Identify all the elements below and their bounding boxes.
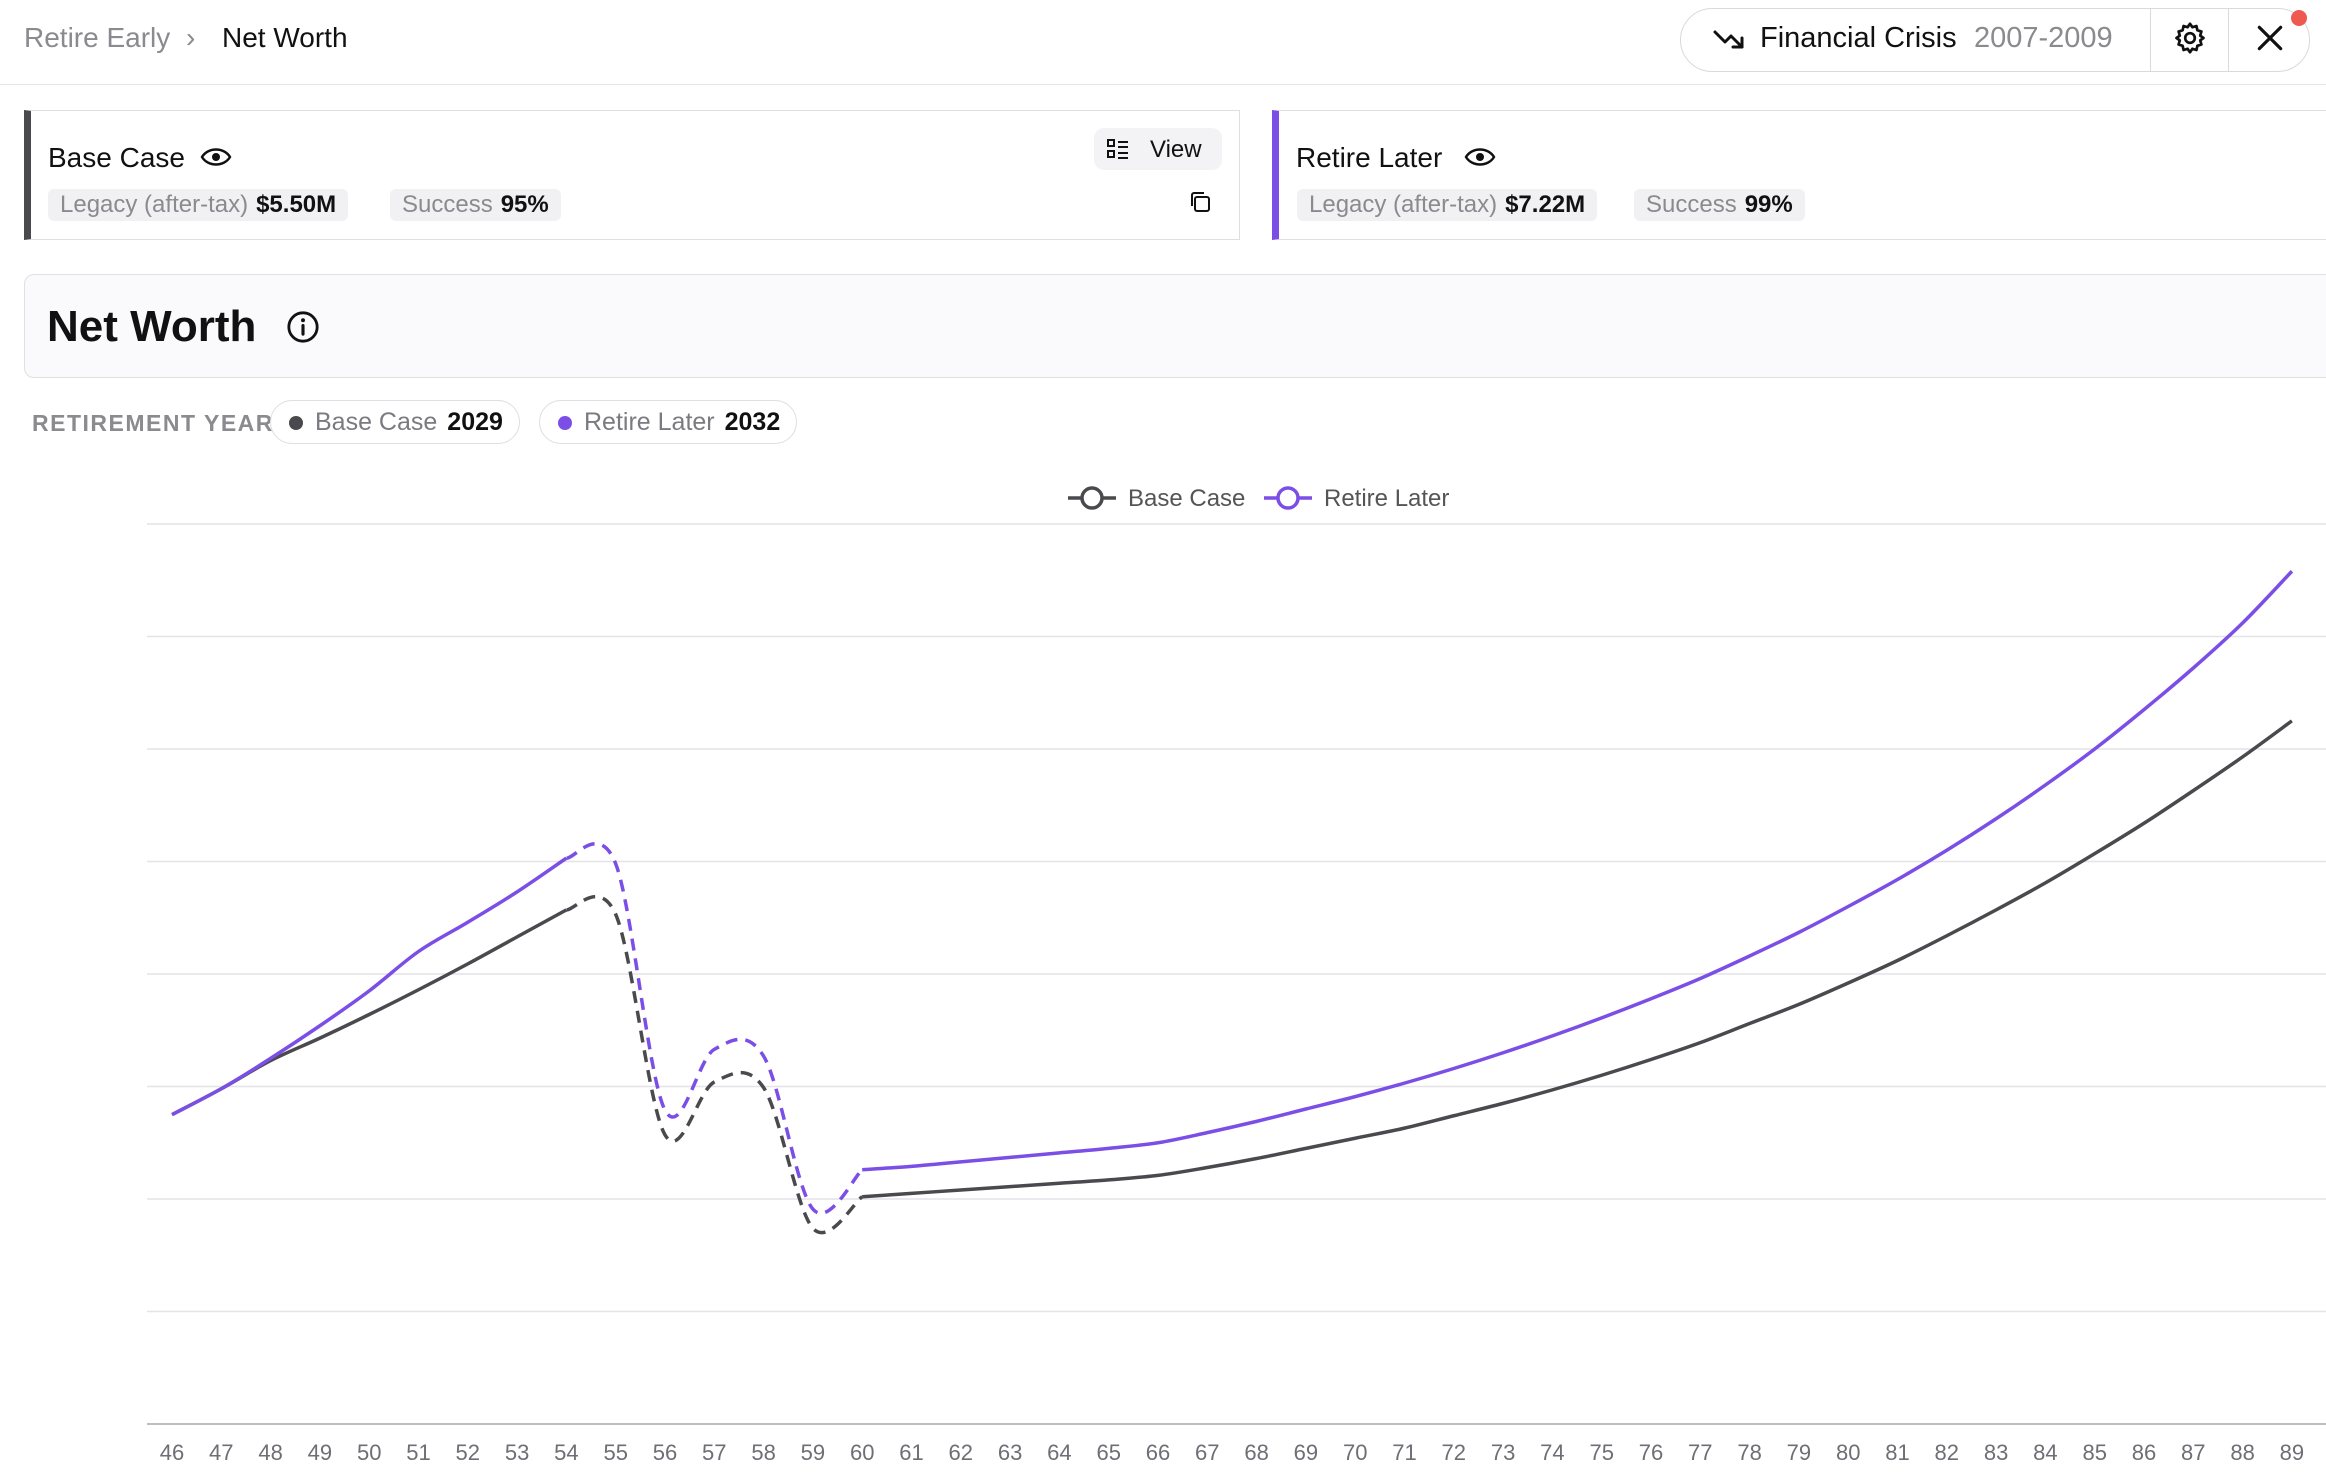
view-button-label: View: [1150, 136, 1202, 163]
x-tick-label: 51: [406, 1440, 430, 1465]
eye-icon[interactable]: [200, 144, 232, 170]
retirement-year-label: RETIREMENT YEAR: [32, 410, 274, 436]
x-tick-label: 68: [1244, 1440, 1268, 1465]
retirement-year-chip-retire-later[interactable]: Retire Later 2032: [539, 400, 798, 444]
x-tick-label: 88: [2230, 1440, 2254, 1465]
x-tick-label: 57: [702, 1440, 726, 1465]
retirement-year-chip-base-case[interactable]: Base Case 2029: [270, 400, 520, 444]
x-tick-label: 80: [1836, 1440, 1860, 1465]
x-tick-label: 66: [1146, 1440, 1170, 1465]
scenario-selector-button[interactable]: [1680, 8, 2310, 72]
breadcrumb-chevron-icon: ›: [186, 22, 196, 53]
legend-item[interactable]: Base Case: [1068, 485, 1245, 512]
x-tick-label: 64: [1047, 1440, 1071, 1465]
series-dot: [289, 416, 303, 430]
x-tick-label: 75: [1589, 1440, 1613, 1465]
x-tick-label: 62: [949, 1440, 973, 1465]
x-tick-label: 72: [1442, 1440, 1466, 1465]
net-worth-chart[interactable]: 46 47 48 49 50 51 52 53 54 55 56 57 58 59 60 61 62 63 64 65…: [0, 460, 2326, 1484]
x-tick-label: 89: [2280, 1440, 2304, 1465]
toolbar-divider: [2150, 8, 2151, 72]
x-tick-label: 58: [751, 1440, 775, 1465]
series-line-retire-later: [862, 570, 2294, 1172]
x-tick-label: 85: [2082, 1440, 2106, 1465]
x-tick-label: 69: [1294, 1440, 1318, 1465]
eye-icon[interactable]: [1464, 144, 1496, 170]
x-tick-label: 82: [1935, 1440, 1959, 1465]
series-line-crisis-retire-later: [565, 842, 864, 1215]
info-icon[interactable]: [286, 310, 320, 344]
top-bar: [0, 0, 2326, 85]
section-header: [24, 274, 2326, 378]
x-tick-label: 70: [1343, 1440, 1367, 1465]
x-tick-label: 67: [1195, 1440, 1219, 1465]
x-tick-label: 53: [505, 1440, 529, 1465]
x-tick-label: 74: [1540, 1440, 1564, 1465]
x-tick-label: 60: [850, 1440, 874, 1465]
close-icon[interactable]: [2254, 22, 2286, 54]
gear-icon[interactable]: [2172, 20, 2208, 56]
x-tick-label: 49: [308, 1440, 332, 1465]
chip-year: 2029: [447, 408, 503, 436]
series-dot: [558, 416, 572, 430]
scenario-years: 2007-2009: [1974, 22, 2113, 54]
x-tick-label: 59: [801, 1440, 825, 1465]
success-badge: Success 95%: [390, 189, 561, 221]
legacy-badge: Legacy (after-tax) $5.50M: [48, 189, 349, 221]
x-tick-label: 86: [2132, 1440, 2156, 1465]
x-tick-label: 81: [1885, 1440, 1909, 1465]
x-tick-label: 83: [1984, 1440, 2008, 1465]
chip-year: 2032: [724, 408, 781, 436]
legacy-badge: Legacy (after-tax) $7.22M: [1297, 189, 1598, 221]
legend-item[interactable]: Retire Later: [1264, 485, 1449, 512]
plan-card-title: Retire Later: [1296, 142, 1443, 173]
series-line-crisis-base-case: [566, 895, 864, 1235]
x-tick-label: 54: [554, 1440, 578, 1465]
x-tick-label: 48: [258, 1440, 282, 1465]
x-tick-label: 73: [1491, 1440, 1515, 1465]
notification-dot: [2291, 10, 2307, 26]
list-view-icon: [1107, 139, 1128, 159]
x-tick-label: 87: [2181, 1440, 2205, 1465]
plan-card-title: Base Case: [48, 142, 185, 173]
x-tick-label: 77: [1688, 1440, 1712, 1465]
breadcrumb-current: Net Worth: [222, 22, 348, 53]
series-line-retire-later: [171, 856, 568, 1117]
view-button[interactable]: [1094, 128, 1222, 170]
x-tick-label: 65: [1096, 1440, 1120, 1465]
scenario-name: Financial Crisis: [1760, 22, 1957, 54]
chip-name: Retire Later: [584, 408, 715, 436]
page-title: Net Worth: [47, 302, 257, 351]
x-tick-label: 79: [1787, 1440, 1811, 1465]
x-tick-label: 56: [653, 1440, 677, 1465]
legend-label: Base Case: [1128, 485, 1245, 512]
x-tick-label: 71: [1392, 1440, 1416, 1465]
chip-name: Base Case: [315, 408, 438, 436]
legend-label: Retire Later: [1324, 485, 1449, 512]
series-line-base-case: [862, 719, 2293, 1199]
copy-icon[interactable]: [1188, 190, 1212, 214]
x-tick-label: 76: [1639, 1440, 1663, 1465]
trend-down-icon: [1713, 30, 1744, 49]
x-tick-label: 78: [1737, 1440, 1761, 1465]
x-tick-label: 50: [357, 1440, 381, 1465]
x-tick-label: 46: [160, 1440, 184, 1465]
x-tick-label: 47: [209, 1440, 233, 1465]
toolbar-divider: [2228, 8, 2229, 72]
x-tick-label: 84: [2033, 1440, 2057, 1465]
x-tick-label: 63: [998, 1440, 1022, 1465]
x-tick-label: 61: [899, 1440, 923, 1465]
x-tick-label: 55: [603, 1440, 627, 1465]
x-tick-label: 52: [456, 1440, 480, 1465]
breadcrumb-root-link[interactable]: Retire Early: [24, 22, 171, 53]
success-badge: Success 99%: [1634, 189, 1805, 221]
